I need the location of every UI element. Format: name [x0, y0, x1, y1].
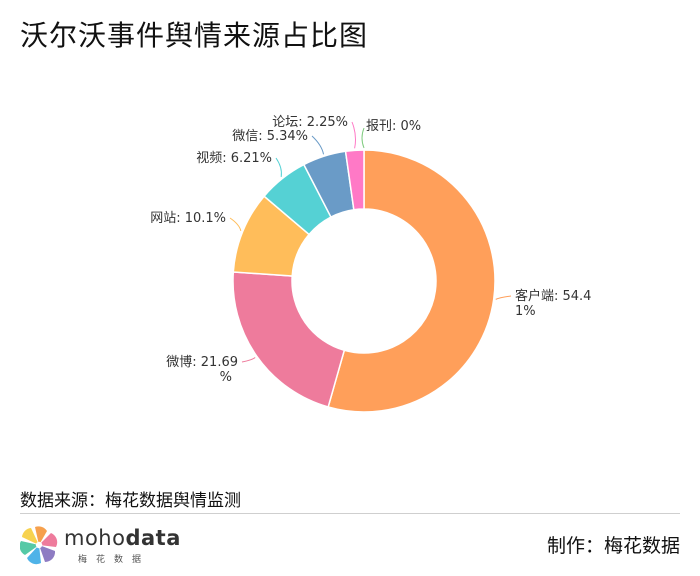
slice-label-line: 视频: 6.21%: [196, 151, 272, 166]
leader-line-网站: [229, 217, 242, 232]
leader-line-微博: [241, 357, 256, 363]
footer-divider: [20, 513, 680, 514]
slice-0-客户端[interactable]: [327, 149, 496, 413]
leader-line-客户端: [495, 295, 512, 300]
slice-label-line: %: [220, 370, 232, 385]
maker-credit: 制作：梅花数据: [546, 535, 680, 557]
slice-label-line: 1%: [515, 304, 536, 319]
slice-5-论坛[interactable]: [344, 149, 365, 211]
slice-label-line: 微博: 21.69: [166, 355, 238, 370]
leader-line-报刊: [361, 127, 365, 149]
slice-label-line: 微信: 5.34%: [232, 129, 308, 144]
slice-label-视频: 视频: 6.21%: [196, 151, 272, 166]
pinwheel-logo-icon: [19, 526, 58, 565]
data-source: 数据来源：梅花数据舆情监测: [20, 491, 241, 511]
logo-prefix: moho: [64, 526, 126, 550]
logo-suffix: data: [125, 526, 181, 550]
slice-label-网站: 网站: 10.1%: [150, 211, 226, 226]
mohodata-logo: mohodata 梅花数据: [19, 524, 181, 570]
logo-wordmark: mohodata: [64, 526, 181, 550]
slice-label-报刊: 报刊: 0%: [366, 119, 421, 134]
slice-label-微博: 微博: 21.69%: [166, 355, 238, 385]
leader-line-视频: [275, 157, 282, 177]
slice-1-微博[interactable]: [232, 271, 346, 408]
slice-label-line: 论坛: 2.25%: [272, 115, 348, 130]
slice-label-论坛: 论坛: 2.25%: [272, 115, 348, 130]
leader-line-论坛: [351, 121, 357, 149]
logo-subtitle: 梅花数据: [78, 555, 151, 565]
slice-label-line: 网站: 10.1%: [150, 211, 226, 226]
slice-label-微信: 微信: 5.34%: [232, 129, 308, 144]
leader-line-微信: [311, 135, 325, 155]
slice-label-line: 报刊: 0%: [366, 119, 421, 134]
slice-label-line: 客户端: 54.4: [515, 288, 591, 304]
donut-chart: 客户端: 54.4 1% 微博: 21.69 % 网站: 10.1% 视频: 6.21% 微…: [150, 115, 591, 413]
chart-title: 沃尔沃事件舆情来源占比图: [20, 19, 369, 52]
slice-label-客户端: 客户端: 54.4 1%: [515, 288, 591, 319]
